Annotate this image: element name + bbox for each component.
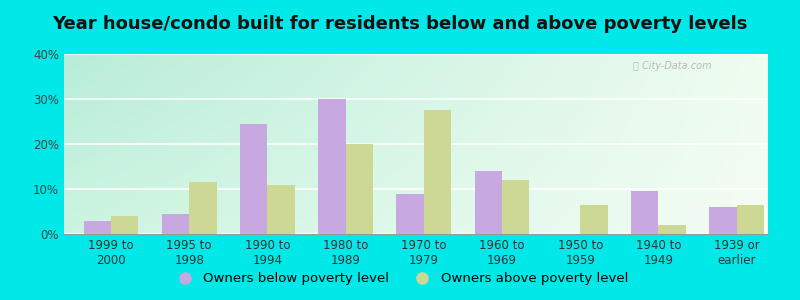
Bar [580, 205, 608, 234]
Bar [111, 216, 138, 234]
Bar [189, 182, 217, 234]
Bar [631, 191, 658, 234]
Bar [658, 225, 686, 234]
Bar [83, 220, 111, 234]
Bar [267, 184, 294, 234]
Bar [397, 194, 424, 234]
Bar [424, 110, 451, 234]
Legend: Owners below poverty level, Owners above poverty level: Owners below poverty level, Owners above… [166, 267, 634, 290]
Bar [737, 205, 764, 234]
Bar [162, 214, 189, 234]
Bar [502, 180, 530, 234]
Text: Year house/condo built for residents below and above poverty levels: Year house/condo built for residents bel… [52, 15, 748, 33]
Text: ⓘ City-Data.com: ⓘ City-Data.com [633, 61, 711, 71]
Bar [240, 124, 267, 234]
Bar [474, 171, 502, 234]
Bar [318, 99, 346, 234]
Bar [346, 144, 373, 234]
Bar [710, 207, 737, 234]
